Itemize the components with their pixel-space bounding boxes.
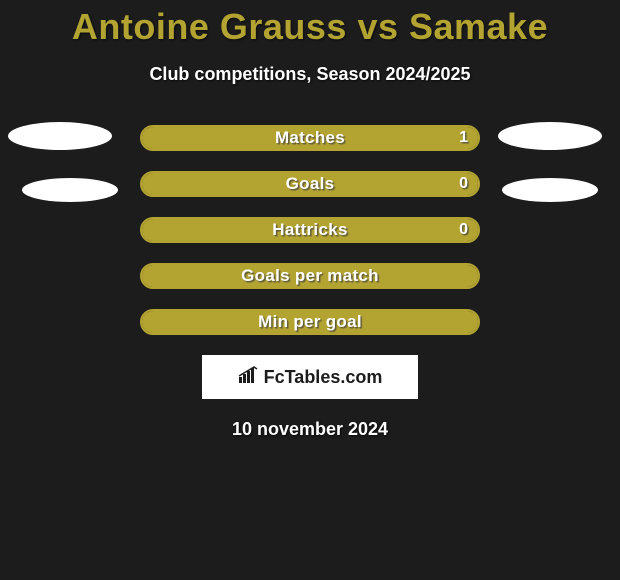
logo: FcTables.com [238,366,383,389]
logo-text: FcTables.com [264,367,383,388]
stat-label: Min per goal [142,312,478,332]
stat-label: Matches [142,128,478,148]
stat-row: Min per goal [0,309,620,335]
subtitle: Club competitions, Season 2024/2025 [0,64,620,85]
stat-bar: Goals0 [140,171,480,197]
stat-value: 0 [459,175,468,193]
date-label: 10 november 2024 [0,419,620,440]
stat-bar: Min per goal [140,309,480,335]
chart-icon [238,366,260,389]
stat-rows: Matches1Goals0Hattricks0Goals per matchM… [0,125,620,335]
stat-bar: Matches1 [140,125,480,151]
logo-box: FcTables.com [202,355,418,399]
player-marker-ellipse [498,122,602,150]
stat-bar: Goals per match [140,263,480,289]
stat-value: 1 [459,129,468,147]
stat-bar: Hattricks0 [140,217,480,243]
page-title: Antoine Grauss vs Samake [0,0,620,48]
stat-row: Goals per match [0,263,620,289]
stat-label: Hattricks [142,220,478,240]
stat-row: Hattricks0 [0,217,620,243]
stat-value: 0 [459,221,468,239]
player-marker-ellipse [502,178,598,202]
stat-label: Goals per match [142,266,478,286]
player-marker-ellipse [8,122,112,150]
player-marker-ellipse [22,178,118,202]
stat-label: Goals [142,174,478,194]
